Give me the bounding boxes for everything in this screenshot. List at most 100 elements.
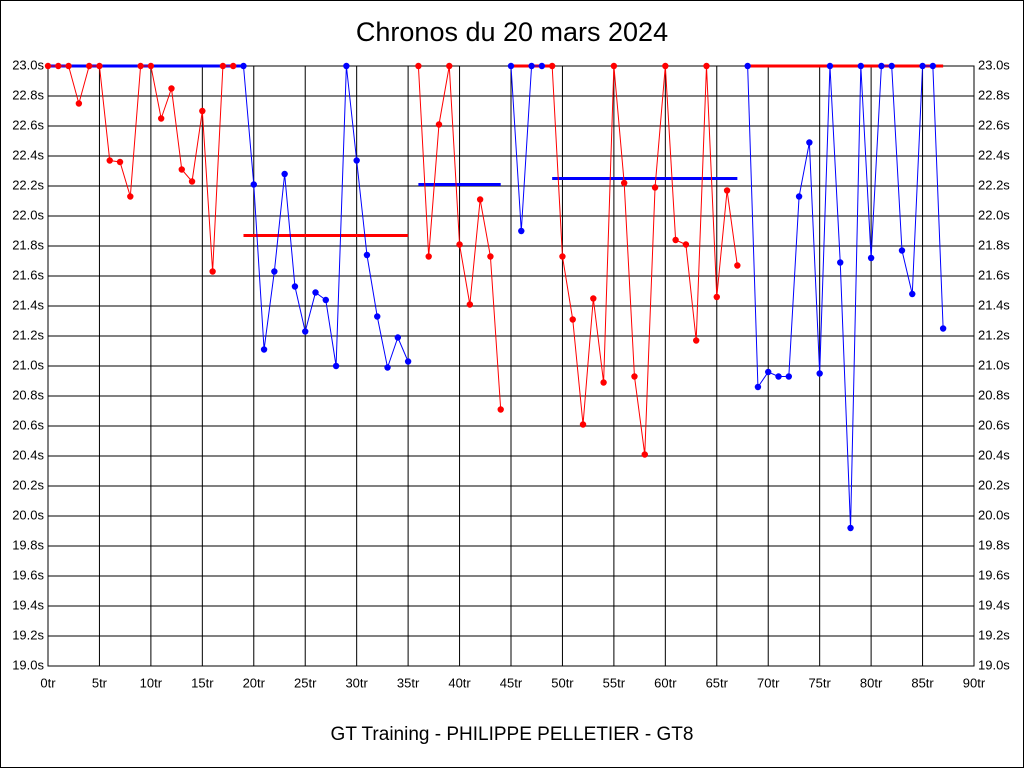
data-point <box>631 373 638 380</box>
data-point <box>96 62 103 70</box>
data-point <box>785 373 792 380</box>
y-tick-label: 22.2s <box>12 177 44 192</box>
x-tick-label: 0tr <box>40 675 56 690</box>
data-point <box>332 362 340 370</box>
data-point <box>343 62 350 70</box>
x-tick-label: 60tr <box>654 675 677 690</box>
data-point <box>65 62 72 70</box>
x-tick-label: 65tr <box>706 675 729 690</box>
data-point <box>435 121 443 128</box>
y2-tick-label: 21.4s <box>978 297 1010 312</box>
data-point <box>230 62 237 70</box>
data-point <box>106 157 113 164</box>
data-point <box>85 62 93 70</box>
data-point <box>209 268 216 275</box>
x-tick-label: 50tr <box>551 675 574 690</box>
y-tick-label: 22.8s <box>12 87 44 102</box>
y2-tick-label: 21.8s <box>978 237 1010 252</box>
y-tick-label: 23.0s <box>12 57 44 72</box>
x-tick-label: 70tr <box>757 675 780 690</box>
y-tick-label: 20.2s <box>12 477 44 492</box>
data-point <box>466 301 474 308</box>
data-point <box>734 262 741 269</box>
data-point <box>384 364 391 371</box>
y-tick-label: 19.8s <box>12 537 44 552</box>
data-point <box>528 62 535 70</box>
data-point <box>857 62 865 70</box>
x-tick-label: 75tr <box>808 675 831 690</box>
y-tick-label: 21.0s <box>12 357 44 372</box>
data-point <box>271 268 278 275</box>
data-point <box>312 289 319 296</box>
data-point <box>806 139 813 146</box>
y2-tick-label: 22.0s <box>978 207 1010 222</box>
data-point <box>939 325 947 332</box>
data-point <box>394 334 402 341</box>
data-point <box>302 328 309 335</box>
data-point <box>590 295 597 302</box>
x-tick-label: 40tr <box>448 675 471 690</box>
data-point <box>415 62 422 70</box>
data-point <box>610 62 618 70</box>
data-point <box>44 62 52 70</box>
data-point <box>641 451 648 458</box>
x-tick-label: 15tr <box>191 675 214 690</box>
data-point <box>291 283 299 290</box>
data-point <box>620 179 628 187</box>
y2-tick-label: 19.2s <box>978 627 1010 642</box>
x-tick-label: 30tr <box>345 675 368 690</box>
y2-tick-label: 21.2s <box>978 327 1010 342</box>
y2-tick-label: 20.6s <box>978 417 1010 432</box>
data-point <box>651 184 659 191</box>
data-point <box>219 62 227 70</box>
data-point <box>353 157 360 164</box>
data-point <box>662 62 669 70</box>
data-point <box>456 241 463 248</box>
data-point <box>672 236 679 244</box>
chart-subtitle: GT Training - PHILIPPE PELLETIER - GT8 <box>331 724 694 745</box>
y2-tick-label: 20.8s <box>978 387 1010 402</box>
data-point <box>476 196 484 203</box>
data-point <box>281 170 288 178</box>
x-tick-label: 45tr <box>500 675 523 690</box>
y-tick-label: 19.6s <box>12 567 44 582</box>
data-point <box>888 62 895 70</box>
x-tick-label: 20tr <box>243 675 266 690</box>
data-point <box>507 62 515 70</box>
x-tick-label: 55tr <box>603 675 626 690</box>
y-tick-label: 21.8s <box>12 237 44 252</box>
y2-tick-label: 23.0s <box>978 57 1010 72</box>
data-point <box>775 373 782 380</box>
x-tick-label: 35tr <box>397 675 420 690</box>
data-point <box>75 100 83 107</box>
data-point <box>878 62 885 70</box>
y2-tick-label: 19.0s <box>978 657 1010 672</box>
data-point <box>909 290 916 298</box>
data-point <box>240 62 247 70</box>
x-tick-label: 10tr <box>140 675 163 690</box>
data-point <box>703 62 710 70</box>
data-point <box>559 253 566 260</box>
data-point <box>765 368 772 376</box>
data-point <box>147 62 155 70</box>
data-point <box>260 346 268 353</box>
data-point <box>538 62 546 70</box>
data-point <box>446 62 453 70</box>
data-point <box>847 524 854 532</box>
y2-tick-label: 19.6s <box>978 567 1010 582</box>
y-tick-label: 21.2s <box>12 327 44 342</box>
data-point <box>816 370 823 377</box>
y2-tick-label: 22.6s <box>978 117 1010 132</box>
data-point <box>754 383 762 391</box>
data-point <box>898 247 906 254</box>
data-point <box>116 158 124 166</box>
y2-tick-label: 21.6s <box>978 267 1010 282</box>
data-point <box>744 62 751 70</box>
y2-tick-label: 19.8s <box>978 537 1010 552</box>
x-tick-label: 90tr <box>963 675 986 690</box>
y2-tick-label: 22.4s <box>978 147 1010 162</box>
data-point <box>693 337 700 344</box>
y2-tick-label: 22.8s <box>978 87 1010 102</box>
